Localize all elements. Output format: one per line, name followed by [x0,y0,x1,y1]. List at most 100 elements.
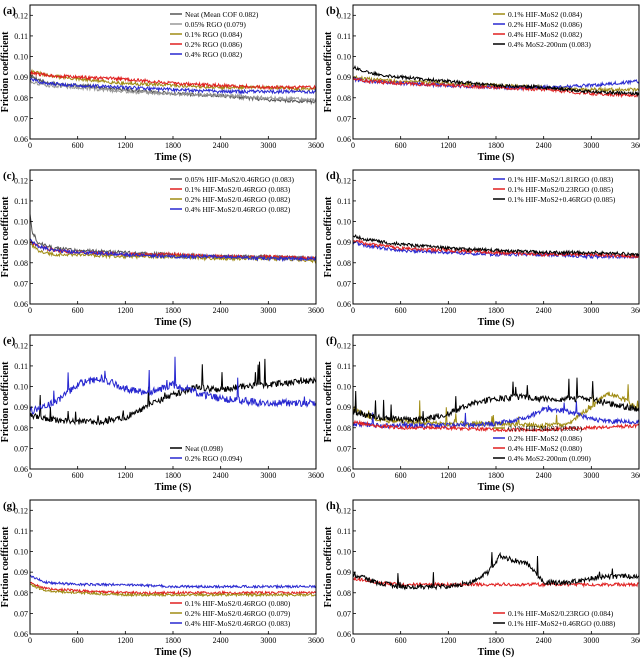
y-tick-label: 0.12 [14,506,28,515]
x-tick-label: 1800 [488,471,504,480]
x-tick-label: 2400 [213,141,229,150]
x-tick-label: 600 [72,471,84,480]
y-axis-title: Friction coefficient [323,526,334,607]
legend-label: 0.2% RGO (0.094) [185,454,243,463]
x-tick-label: 2400 [536,141,552,150]
y-axis-title: Friction coefficient [0,31,11,112]
series-line [353,233,639,258]
x-tick-label: 3000 [583,636,599,645]
y-tick-label: 0.09 [14,403,28,412]
series-line [30,358,316,426]
x-tick-label: 1800 [488,306,504,315]
y-tick-label: 0.07 [337,444,351,453]
y-tick-label: 0.06 [337,630,351,639]
legend-label: 0.1% HIF-MoS2/0.23RGO (0.085) [508,185,614,194]
y-tick-label: 0.11 [337,362,351,371]
plot-frame [352,4,640,140]
y-tick-label: 0.08 [337,94,351,103]
y-tick-label: 0.12 [14,341,28,350]
x-axis-title: Time (S) [478,317,515,328]
x-tick-label: 1800 [165,636,181,645]
y-tick-label: 0.06 [337,300,351,309]
y-tick-label: 0.08 [14,589,28,598]
x-tick-label: 0 [28,141,32,150]
panel-label: (a) [3,5,16,17]
x-tick-label: 2400 [536,636,552,645]
legend-label: 0.1% HIF-MoS2 (0.084) [508,10,583,19]
x-tick-label: 1800 [488,141,504,150]
x-axis-title: Time (S) [155,482,192,493]
x-axis-title: Time (S) [155,647,192,658]
y-tick-label: 0.07 [337,279,351,288]
y-tick-label: 0.08 [14,259,28,268]
legend-label: 0.05% HIF-MoS2/0.46RGO (0.083) [185,175,294,184]
series-line [353,401,639,430]
x-tick-label: 600 [395,636,407,645]
legend-label: 0.1% HIF-MoS2/1.81RGO (0.083) [508,175,614,184]
chart-panel-h: 0 600 1200 1800 2400 3000 3600 0.06 0.07 0.08 0.09… [323,499,640,658]
y-axis-title: Friction coefficient [323,196,334,277]
y-tick-label: 0.08 [337,259,351,268]
series-line [353,65,639,97]
legend-label: 0.4% HIF-MoS2/0.46RGO (0.083) [185,619,291,628]
y-tick-label: 0.08 [337,424,351,433]
y-tick-label: 0.10 [14,383,28,392]
y-tick-label: 0.07 [14,444,28,453]
y-tick-label: 0.10 [337,53,351,62]
series-line [353,238,639,259]
x-tick-label: 0 [28,636,32,645]
x-tick-label: 1800 [165,306,181,315]
legend-label: 0.1% HIF-MoS2+0.46RGO (0.085) [508,195,616,204]
y-tick-label: 0.10 [14,53,28,62]
chart-panel-d: 0 600 1200 1800 2400 3000 3600 0.06 0.07 0.08 0.09… [323,169,640,328]
panel-label: (g) [3,500,16,512]
x-tick-label: 2400 [213,471,229,480]
x-tick-label: 3600 [308,636,324,645]
legend-label: 0.1% HIF-MoS2/0.23RGO (0.084) [508,609,614,618]
legend-label: 0.4% RGO (0.082) [185,50,243,59]
y-tick-label: 0.09 [337,73,351,82]
legend-label: Neat (Mean COF 0.082) [185,10,259,19]
plot-frame [352,334,640,470]
legend-label: 0.05% RGO (0.079) [185,20,246,29]
y-tick-label: 0.07 [14,279,28,288]
series-line [353,419,639,433]
y-tick-label: 0.12 [337,11,351,20]
x-tick-label: 3000 [583,471,599,480]
legend-label: 0.1% HIF-MoS2+0.46RGO (0.088) [508,619,616,628]
y-tick-label: 0.08 [14,424,28,433]
x-axis-title: Time (S) [478,152,515,163]
x-tick-label: 3000 [260,306,276,315]
legend-label: 0.1% HIF-MoS2/0.46RGO (0.080) [185,599,291,608]
x-tick-label: 0 [28,471,32,480]
x-tick-label: 2400 [536,471,552,480]
x-tick-label: 2400 [213,636,229,645]
y-axis-title: Friction coefficient [323,361,334,442]
y-tick-label: 0.10 [337,383,351,392]
x-tick-label: 0 [351,471,355,480]
y-tick-label: 0.11 [14,527,28,536]
x-tick-label: 3600 [631,306,640,315]
x-tick-label: 1200 [117,471,133,480]
x-tick-label: 3600 [308,141,324,150]
chart-panel-g: 0 600 1200 1800 2400 3000 3600 0.06 0.07 0.08 0.09… [0,499,324,658]
series-line [30,583,316,598]
x-tick-label: 2400 [536,306,552,315]
chart-panel-c: 0 600 1200 1800 2400 3000 3600 0.06 0.07 0.08 0.09… [0,169,324,328]
legend-label: 0.4% MoS2-200nm (0.090) [508,454,591,463]
x-tick-label: 3000 [260,471,276,480]
legend-label: 0.1% HIF-MoS2 (0.091) [508,424,583,433]
legend-label: 0.2% HIF-MoS2 (0.086) [508,434,583,443]
series-line [353,377,639,424]
y-tick-label: 0.10 [14,218,28,227]
x-tick-label: 1800 [165,141,181,150]
x-tick-label: 600 [72,141,84,150]
x-tick-label: 600 [72,636,84,645]
y-tick-label: 0.10 [337,218,351,227]
x-tick-label: 3600 [308,306,324,315]
legend-label: 0.2% HIF-MoS2/0.46RGO (0.082) [185,195,291,204]
series-line [353,551,639,591]
y-tick-label: 0.11 [14,32,28,41]
chart-panel-e: 0 600 1200 1800 2400 3000 3600 0.06 0.07 0.08 0.09… [0,334,324,493]
